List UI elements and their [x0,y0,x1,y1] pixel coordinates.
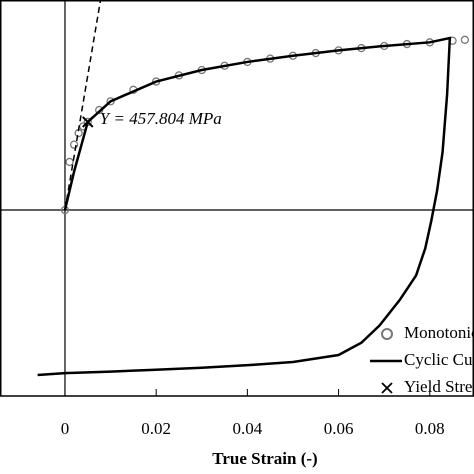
annotation: Y = 457.804 MPa [100,109,222,128]
legend-label: Cyclic Curve [404,350,474,369]
yield-point [82,116,94,128]
point [65,157,74,167]
x-tick-label: 0.08 [415,419,445,438]
x-tick-label: 0 [61,419,70,438]
x-tick-label: 0.02 [141,419,171,438]
point [460,35,470,44]
legend-marker [381,328,393,340]
series-line [37,36,452,377]
x-tick-label: 0.04 [232,419,262,438]
plot-frame [0,0,474,397]
legend-marker [381,382,393,394]
plot-area [37,0,470,377]
point [69,140,79,149]
elastic-line [64,0,102,211]
legend-label: Yield Strength [404,377,474,396]
legend-label: Monotonic [404,323,474,342]
x-tick-label: 0.06 [324,419,354,438]
point [106,97,115,106]
x-axis-title: True Strain (-) [212,449,317,468]
